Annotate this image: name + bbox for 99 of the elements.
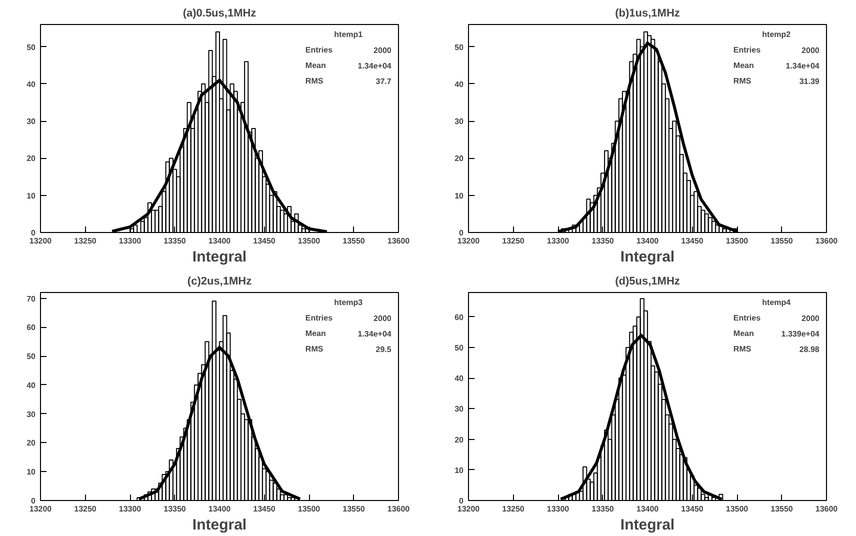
y-tick-label: 0 <box>459 228 464 238</box>
annotation: 1.34e+04 <box>358 330 392 339</box>
x-tick-label: 13300 <box>118 236 142 246</box>
y-tick-label: 40 <box>454 374 464 384</box>
chart-title: (c)2us,1MHz <box>187 276 252 288</box>
y-tick-label: 30 <box>26 117 36 126</box>
annotation: Mean <box>733 329 754 338</box>
x-tick-label: 13500 <box>298 236 321 246</box>
y-tick-label: 10 <box>454 466 464 475</box>
x-tick-label: 13500 <box>298 504 321 514</box>
x-tick-label: 13450 <box>253 504 276 514</box>
annotation: htemp3 <box>334 298 364 307</box>
chart-title: (d)5us,1MHz <box>615 276 680 288</box>
annotation: 2000 <box>802 314 820 323</box>
annotation: Mean <box>305 329 326 338</box>
y-tick-label: 20 <box>26 154 36 164</box>
x-tick-label: 13450 <box>253 236 276 246</box>
x-tick-label: 13250 <box>502 504 525 514</box>
y-tick-label: 70 <box>26 294 36 304</box>
annotation: 29.5 <box>376 345 392 354</box>
x-tick-label: 13300 <box>118 504 142 514</box>
x-tick-label: 13300 <box>546 504 570 514</box>
y-tick-label: 20 <box>454 154 464 164</box>
annotation: Mean <box>305 61 326 70</box>
annotation: 37.7 <box>376 77 392 86</box>
x-tick-label: 13250 <box>74 236 97 246</box>
x-tick-label: 13250 <box>74 504 97 514</box>
x-tick-label: 13350 <box>164 504 186 514</box>
y-tick-label: 10 <box>454 191 464 200</box>
annotation: htemp4 <box>762 298 792 307</box>
y-tick-label: 60 <box>454 312 464 322</box>
y-tick-label: 40 <box>26 380 36 390</box>
chart-title: (a)0.5us,1MHz <box>182 8 257 20</box>
x-tick-label: 13600 <box>387 236 410 246</box>
annotation: 1.34e+04 <box>786 62 820 71</box>
annotation: Entries <box>305 313 334 322</box>
x-tick-label: 13200 <box>457 236 480 246</box>
x-axis-title: Integral <box>192 248 247 266</box>
y-tick-label: 0 <box>31 496 36 506</box>
annotation: Mean <box>733 61 754 70</box>
x-tick-label: 13350 <box>592 504 614 514</box>
y-tick-label: 60 <box>26 323 36 332</box>
y-tick-label: 50 <box>26 42 36 52</box>
annotation: 31.39 <box>799 77 820 86</box>
x-tick-label: 13500 <box>726 236 749 246</box>
y-tick-label: 30 <box>454 404 464 414</box>
x-tick-label: 13400 <box>208 236 232 246</box>
annotation: 2000 <box>374 314 392 323</box>
annotation: RMS <box>305 76 324 86</box>
annotation: Entries <box>733 313 762 322</box>
x-tick-label: 13350 <box>164 236 186 246</box>
x-tick-label: 13400 <box>208 504 232 514</box>
x-tick-label: 13550 <box>342 236 366 246</box>
annotation: htemp1 <box>334 30 364 39</box>
x-axis-title: Integral <box>192 516 247 534</box>
x-tick-label: 13550 <box>770 236 794 246</box>
y-tick-label: 10 <box>26 191 36 200</box>
y-tick-label: 20 <box>454 435 464 444</box>
annotation: 1.339e+04 <box>781 330 820 339</box>
x-tick-label: 13200 <box>29 504 52 514</box>
x-tick-label: 13550 <box>770 504 794 514</box>
y-tick-label: 40 <box>454 80 464 89</box>
chart-title: (b)1us,1MHz <box>615 8 680 20</box>
annotation: RMS <box>733 344 752 354</box>
annotation: RMS <box>305 344 324 354</box>
y-tick-label: 40 <box>26 80 36 89</box>
y-tick-label: 50 <box>454 42 464 52</box>
annotation: 2000 <box>374 46 392 55</box>
x-tick-label: 13450 <box>681 504 704 514</box>
x-tick-label: 13600 <box>815 504 838 514</box>
annotation: htemp2 <box>762 30 792 39</box>
x-tick-label: 13400 <box>636 236 660 246</box>
x-axis-title: Integral <box>620 248 675 266</box>
x-tick-label: 13200 <box>29 236 52 246</box>
x-tick-label: 13250 <box>502 236 525 246</box>
x-tick-label: 13500 <box>726 504 749 514</box>
y-tick-label: 50 <box>454 344 464 353</box>
x-tick-label: 13550 <box>342 504 366 514</box>
x-tick-label: 13400 <box>636 504 660 514</box>
x-tick-label: 13450 <box>681 236 704 246</box>
annotation: 28.98 <box>799 345 820 354</box>
annotation: 1.34e+04 <box>358 62 392 71</box>
x-tick-label: 13300 <box>546 236 570 246</box>
x-tick-label: 13350 <box>592 236 614 246</box>
x-tick-label: 13200 <box>457 504 480 514</box>
y-tick-label: 20 <box>26 438 36 448</box>
y-tick-label: 50 <box>26 352 36 362</box>
annotation: 2000 <box>802 46 820 55</box>
x-tick-label: 13600 <box>387 504 410 514</box>
x-tick-label: 13600 <box>815 236 838 246</box>
y-tick-label: 0 <box>459 496 464 506</box>
annotation: Entries <box>733 45 762 54</box>
y-tick-label: 30 <box>26 410 36 419</box>
y-tick-label: 10 <box>26 468 36 477</box>
x-axis-title: Integral <box>620 516 675 534</box>
y-tick-label: 30 <box>454 117 464 126</box>
annotation: Entries <box>305 45 334 54</box>
annotation: RMS <box>733 76 752 86</box>
y-tick-label: 0 <box>31 228 36 238</box>
